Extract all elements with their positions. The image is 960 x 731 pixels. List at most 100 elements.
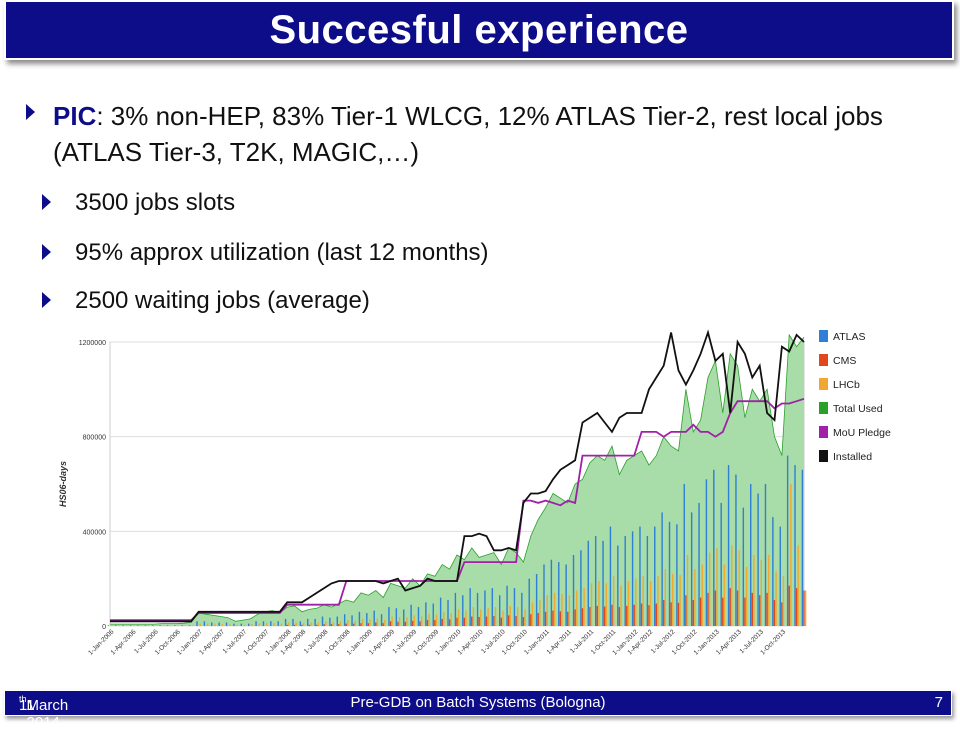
bar-atlas	[381, 614, 382, 626]
bar-atlas	[122, 625, 123, 626]
bar-lhcb	[510, 606, 511, 626]
y-tick-label: 1200000	[79, 340, 106, 347]
bar-cms	[515, 616, 516, 626]
bar-atlas	[684, 484, 685, 626]
bar-cms	[338, 624, 339, 626]
bar-lhcb	[679, 575, 680, 626]
bar-lhcb	[539, 600, 540, 626]
bar-cms	[582, 608, 583, 626]
bar-cms	[722, 598, 723, 626]
bar-lhcb	[406, 617, 407, 626]
bar-atlas	[728, 465, 729, 626]
bar-atlas	[418, 607, 419, 626]
bar-cms	[471, 617, 472, 626]
bar-atlas	[115, 625, 116, 626]
bar-atlas	[595, 536, 596, 626]
bullet-arrow-icon	[42, 244, 51, 260]
bar-atlas	[580, 550, 581, 626]
bar-lhcb	[805, 591, 806, 627]
bar-atlas	[698, 503, 699, 626]
bar-atlas	[425, 602, 426, 626]
bar-atlas	[137, 625, 138, 626]
bar-lhcb	[214, 624, 215, 626]
bar-cms	[375, 622, 376, 626]
bar-atlas	[743, 508, 744, 626]
bar-cms	[774, 600, 775, 626]
bar-cms	[530, 614, 531, 626]
page-number: 7	[935, 694, 943, 711]
bar-atlas	[455, 593, 456, 626]
bar-atlas	[337, 617, 338, 626]
bar-lhcb	[465, 611, 466, 626]
bar-cms	[626, 606, 627, 626]
bar-cms	[729, 588, 730, 626]
bar-atlas	[322, 617, 323, 626]
bar-cms	[648, 605, 649, 626]
bar-lhcb	[702, 564, 703, 626]
bar-atlas	[167, 625, 168, 626]
bar-atlas	[602, 541, 603, 626]
bar-atlas	[248, 624, 249, 626]
legend-swatch	[819, 330, 828, 342]
bar-lhcb	[724, 564, 725, 626]
bar-cms	[552, 611, 553, 626]
bar-lhcb	[273, 623, 274, 626]
bar-atlas	[780, 527, 781, 626]
bar-cms	[501, 618, 502, 626]
bar-lhcb	[694, 569, 695, 626]
bar-atlas	[196, 621, 197, 626]
bar-lhcb	[236, 625, 237, 626]
bar-atlas	[484, 591, 485, 627]
bar-atlas	[551, 560, 552, 626]
bar-atlas	[233, 624, 234, 626]
bar-atlas	[440, 598, 441, 626]
sub-bullet-text: 95% approx utilization (last 12 months)	[75, 238, 489, 268]
bar-lhcb	[414, 615, 415, 626]
bar-atlas	[802, 470, 803, 626]
bar-lhcb	[598, 581, 599, 626]
bar-lhcb	[517, 607, 518, 626]
bar-atlas	[757, 493, 758, 626]
bar-atlas	[639, 527, 640, 626]
resource-usage-chart: 04000008000001200000HS06-days1-Jan-20061…	[44, 328, 904, 680]
bar-atlas	[410, 605, 411, 626]
bar-lhcb	[532, 602, 533, 626]
bar-atlas	[617, 546, 618, 626]
bar-lhcb	[458, 609, 459, 626]
bar-lhcb	[738, 550, 739, 626]
bar-atlas	[329, 618, 330, 626]
bar-lhcb	[761, 560, 762, 626]
bar-cms	[803, 591, 804, 627]
bar-cms	[796, 588, 797, 626]
bar-lhcb	[524, 609, 525, 626]
legend-swatch	[819, 354, 828, 366]
bar-lhcb	[251, 624, 252, 626]
bar-cms	[523, 617, 524, 626]
legend-swatch	[819, 426, 828, 438]
bar-lhcb	[775, 572, 776, 626]
bar-atlas	[159, 625, 160, 626]
bar-atlas	[189, 625, 190, 626]
legend-label: MoU Pledge	[833, 427, 891, 439]
bullet-main-text: PIC: 3% non-HEP, 83% Tier-1 WLCG, 12% AT…	[53, 98, 946, 170]
bar-atlas	[676, 524, 677, 626]
bar-atlas	[292, 619, 293, 626]
bar-cms	[427, 620, 428, 626]
bar-lhcb	[480, 609, 481, 626]
bar-cms	[633, 605, 634, 626]
bar-atlas	[706, 479, 707, 626]
bullet-arrow-icon	[42, 194, 51, 210]
bar-lhcb	[583, 588, 584, 626]
bar-lhcb	[613, 576, 614, 626]
bar-lhcb	[628, 581, 629, 626]
bar-atlas	[433, 604, 434, 626]
bar-lhcb	[606, 583, 607, 626]
bar-lhcb	[495, 607, 496, 626]
bar-atlas	[669, 522, 670, 626]
bar-cms	[781, 602, 782, 626]
bar-lhcb	[642, 576, 643, 626]
bar-atlas	[514, 588, 515, 626]
bar-lhcb	[502, 611, 503, 626]
y-tick-label: 800000	[83, 435, 106, 442]
